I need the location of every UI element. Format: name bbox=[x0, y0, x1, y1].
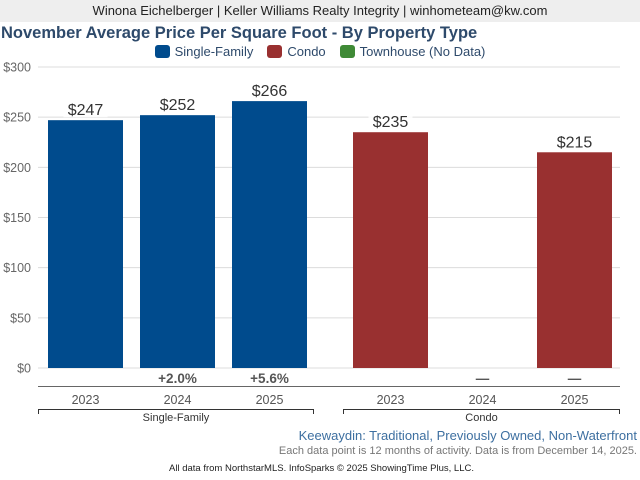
group-bracket bbox=[343, 409, 620, 414]
data-label-bg bbox=[63, 100, 108, 118]
bar-single-family-2023 bbox=[48, 120, 123, 368]
change-label: +2.0% bbox=[158, 371, 197, 386]
data-label-bg bbox=[552, 132, 597, 150]
data-label: $235 bbox=[373, 114, 409, 131]
legend-swatch bbox=[154, 45, 170, 58]
y-tick-label: $100 bbox=[3, 261, 31, 275]
footer-credit: All data from NorthstarMLS. InfoSparks ©… bbox=[169, 463, 474, 474]
legend-label: Single-Family bbox=[174, 44, 254, 59]
data-label: $266 bbox=[252, 83, 288, 100]
legend-label: Townhouse (No Data) bbox=[359, 44, 486, 59]
data-label-bg bbox=[155, 95, 200, 113]
x-tick-label: 2025 bbox=[561, 393, 589, 407]
legend-item-single-family[interactable]: Single-Family bbox=[154, 44, 254, 59]
legend-swatch bbox=[339, 45, 355, 58]
y-tick-label: $150 bbox=[3, 211, 31, 225]
data-label: $215 bbox=[557, 134, 593, 151]
legend-item-townhouse[interactable]: Townhouse (No Data) bbox=[339, 44, 486, 59]
y-tick-label: $200 bbox=[3, 161, 31, 175]
y-tick-label: $0 bbox=[17, 362, 31, 376]
bar-single-family-2024 bbox=[140, 115, 215, 368]
bar-condo-2023 bbox=[353, 132, 428, 368]
group-label: Condo bbox=[465, 412, 497, 424]
legend: Single-Family Condo Townhouse (No Data) bbox=[0, 44, 640, 59]
y-tick-label: $300 bbox=[3, 61, 31, 75]
y-tick-label: $250 bbox=[3, 111, 31, 125]
data-label-bg bbox=[368, 112, 413, 130]
data-label-bg bbox=[247, 81, 292, 99]
x-tick-label: 2024 bbox=[164, 393, 192, 407]
x-tick-label: 2024 bbox=[469, 393, 497, 407]
bar-condo-2025 bbox=[537, 152, 612, 368]
change-label: +5.6% bbox=[250, 371, 289, 386]
data-label: $247 bbox=[68, 102, 104, 119]
x-tick-label: 2023 bbox=[72, 393, 100, 407]
data-note: Each data point is 12 months of activity… bbox=[278, 445, 637, 457]
chart-subtitle: Keewaydin: Traditional, Previously Owned… bbox=[298, 428, 637, 443]
legend-item-condo[interactable]: Condo bbox=[267, 44, 326, 59]
y-tick-label: $50 bbox=[10, 311, 31, 325]
agent-header: Winona Eichelberger | Keller Williams Re… bbox=[0, 0, 640, 22]
bar-single-family-2025 bbox=[232, 101, 307, 368]
change-label: — bbox=[568, 371, 582, 386]
chart-title: November Average Price Per Square Foot -… bbox=[1, 24, 478, 42]
data-label: $252 bbox=[160, 97, 196, 114]
group-bracket bbox=[38, 409, 314, 414]
change-label: — bbox=[476, 371, 490, 386]
x-tick-label: 2025 bbox=[256, 393, 284, 407]
legend-label: Condo bbox=[287, 44, 326, 59]
group-label: Single-Family bbox=[143, 412, 210, 424]
x-tick-label: 2023 bbox=[377, 393, 405, 407]
legend-swatch bbox=[267, 45, 283, 58]
